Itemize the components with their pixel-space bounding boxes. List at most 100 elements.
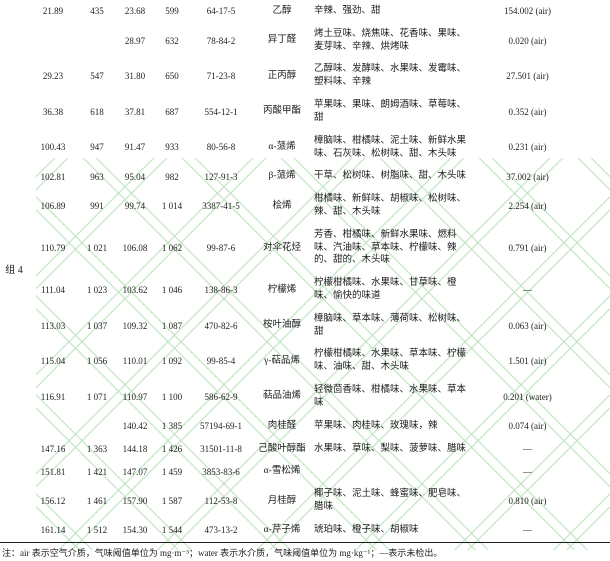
cell-ri1 xyxy=(78,23,116,59)
cell-ri2: 1 087 xyxy=(161,320,183,331)
cell-ri2: 1 426 xyxy=(161,443,183,454)
table-row: 115.04 1 056 110.01 1 092 99-85-4 γ-萜品烯 柠檬柑橘味、… xyxy=(0,343,610,379)
cell-rt1: 100.43 xyxy=(40,142,66,153)
cell-ri1: 1 056 xyxy=(86,356,108,367)
cell-name: 月桂醇 xyxy=(267,495,297,506)
cell-rt1: 151.81 xyxy=(40,466,66,477)
cell-threshold: 0.791 (air) xyxy=(508,242,547,253)
cell-threshold: 0.810 (air) xyxy=(508,495,547,506)
cell-threshold: 27.501 (air) xyxy=(506,71,549,82)
cell-threshold: 0.201 (water) xyxy=(503,391,552,402)
cell-rt1: 156.12 xyxy=(40,495,66,506)
cell-odor: 柠檬柑橘味、水果味、甘草味、橙味、愉快的味道 xyxy=(314,278,457,301)
cell-ri2: 1 459 xyxy=(161,466,183,477)
cell-rt2: 110.97 xyxy=(122,391,148,402)
cell-ri1: 1 461 xyxy=(86,495,108,506)
cell-rt1: 106.89 xyxy=(40,200,66,211)
cell-ri2: 687 xyxy=(165,106,179,117)
cell-rt1: 161.14 xyxy=(40,525,66,536)
cell-threshold: — xyxy=(523,525,532,536)
cell-cas: 586-62-9 xyxy=(204,391,238,402)
cell-ri1: 547 xyxy=(90,71,104,82)
cell-ri2: 1 587 xyxy=(161,495,183,506)
cell-cas: 99-85-4 xyxy=(206,356,236,367)
table-row: 36.38 618 37.81 687 554-12-1 丙酸甲酯 苹果味、果味、朗姆酒味、… xyxy=(0,94,610,130)
cell-ri1: 1 512 xyxy=(86,525,108,536)
cell-ri2: 632 xyxy=(165,35,179,46)
cell-cas: 71-23-8 xyxy=(206,71,236,82)
cell-ri2: 1 385 xyxy=(161,421,183,432)
cell-ri1: 1 363 xyxy=(86,443,108,454)
cell-ri2: 1 014 xyxy=(161,200,183,211)
cell-name: 丙酸甲酯 xyxy=(262,106,301,117)
table-row: 106.89 991 99.74 1 014 3387-41-5 桧烯 柑橘味、新鲜味、胡椒… xyxy=(0,188,610,224)
cell-name: 己酸叶醇酯 xyxy=(258,443,306,454)
cell-name: γ-萜品烯 xyxy=(264,355,300,366)
cell-ri2: 1 544 xyxy=(161,525,183,536)
table-row: 组 4 21.89 435 23.68 599 64-17-5 乙醇 辛辣、强劲、甜 154.0… xyxy=(0,0,610,276)
cell-name: 柠檬烯 xyxy=(267,284,297,295)
cell-ri1: 1 021 xyxy=(86,242,108,253)
table-row: 28.97 632 78-84-2 异丁醛 烤土豆味、烧焦味、花香味、果味、麦芽味、辛辣… xyxy=(0,23,610,59)
cell-cas: 112-53-8 xyxy=(204,495,238,506)
cell-threshold: 0.074 (air) xyxy=(508,421,547,432)
cell-rt1: 102.81 xyxy=(40,171,66,182)
cell-ri1: 1 421 xyxy=(86,466,108,477)
table-row: 147.16 1 363 144.18 1 426 31501-11-8 己酸叶醇酯 水果味… xyxy=(0,438,610,461)
cell-rt1: 111.04 xyxy=(40,284,66,295)
cell-threshold: — xyxy=(523,284,532,295)
cell-name: 乙醇 xyxy=(272,6,292,16)
table-row: 102.81 963 95.04 982 127-91-3 β-蒎烯 干草、松树味、树脂味、… xyxy=(0,165,610,188)
table-row: 110.79 1 021 106.08 1 062 99-87-6 对伞花烃 芳香、柑橘味、… xyxy=(0,224,610,272)
cell-name: 对伞花烃 xyxy=(262,242,301,253)
cell-threshold: 0.063 (air) xyxy=(508,320,547,331)
cell-ri2: 599 xyxy=(165,6,179,17)
cell-rt2: 109.32 xyxy=(122,320,148,331)
cell-threshold: 0.231 (air) xyxy=(508,142,547,153)
table-row: 116.91 1 071 110.97 1 100 586-62-9 萜品油烯 轻微茴香味、… xyxy=(0,379,610,415)
cell-rt2: 37.81 xyxy=(124,106,146,117)
cell-rt2: 95.04 xyxy=(124,171,146,182)
cell-rt2: 154.30 xyxy=(122,525,148,536)
cell-cas: 31501-11-8 xyxy=(200,443,242,454)
cell-cas: 473-13-2 xyxy=(204,525,238,536)
cell-rt2: 28.97 xyxy=(124,35,146,46)
cell-rt2: 157.90 xyxy=(122,495,148,506)
cell-cas: 3387-41-5 xyxy=(202,200,240,211)
table-row: 156.12 1 461 157.90 1 587 112-53-8 月桂醇 椰子味、泥土味… xyxy=(0,483,610,519)
cell-odor: 干草、松树味、树脂味、甜、木头味 xyxy=(314,171,467,182)
cell-ri1 xyxy=(78,415,116,438)
cell-rt2: 103.62 xyxy=(122,284,148,295)
cell-cas: 80-56-8 xyxy=(206,142,236,153)
cell-rt1: 115.04 xyxy=(40,356,66,367)
cell-threshold: 1.501 (air) xyxy=(508,356,547,367)
cell-cas: 127-91-3 xyxy=(204,171,238,182)
cell-rt1 xyxy=(28,23,78,59)
cell-cas: 3853-83-6 xyxy=(202,466,240,477)
cell-rt2: 23.68 xyxy=(124,6,146,17)
cell-odor: 椰子味、泥土味、蜂蜜味、肥皂味、腊味 xyxy=(314,489,467,512)
compound-table: 组 4 21.89 435 23.68 599 64-17-5 乙醇 辛辣、强劲、甜 154.0… xyxy=(0,0,610,543)
compound-table-body: 组 4 21.89 435 23.68 599 64-17-5 乙醇 辛辣、强劲、甜 154.0… xyxy=(0,0,610,536)
cell-rt2: 99.74 xyxy=(124,200,146,211)
cell-odor: 轻微茴香味、柑橘味、水果味、草本味 xyxy=(314,385,467,408)
cell-odor: 柠檬柑橘味、水果味、草本味、柠檬味、油味、甜、木头味 xyxy=(314,349,467,373)
cell-ri1: 947 xyxy=(90,142,104,153)
cell-ri1: 618 xyxy=(90,106,104,117)
cell-ri2: 1 046 xyxy=(161,284,183,295)
cell-name: 正丙醇 xyxy=(267,70,297,81)
cell-name: α-蒎烯 xyxy=(268,142,296,153)
cell-odor: 苹果味、果味、朗姆酒味、草莓味、甜 xyxy=(314,100,467,123)
cell-cas: 554-12-1 xyxy=(204,106,238,117)
cell-rt2: 147.07 xyxy=(122,466,148,477)
cell-rt2: 140.42 xyxy=(122,421,148,432)
cell-ri1: 1 037 xyxy=(86,320,108,331)
cell-ri2: 1 092 xyxy=(161,356,183,367)
cell-threshold: — xyxy=(523,443,532,454)
cell-odor: 琥珀味、橙子味、胡椒味 xyxy=(314,524,419,535)
cell-cas: 57194-69-1 xyxy=(200,421,242,432)
cell-threshold: — xyxy=(523,466,532,477)
cell-odor: 乙醇味、发酵味、水果味、发霉味、塑料味、辛辣 xyxy=(314,64,467,88)
cell-rt2: 144.18 xyxy=(122,443,148,454)
